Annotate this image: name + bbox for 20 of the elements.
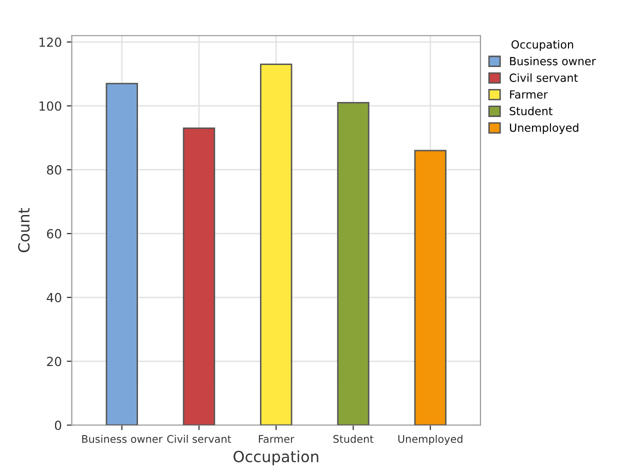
y-tick-label: 120	[40, 37, 62, 47]
legend-label: Student	[510, 106, 552, 116]
x-tick-label: Unemployed	[398, 434, 462, 445]
x-tick-label: Civil servant	[167, 434, 232, 443]
y-tick-label: 80	[46, 165, 62, 175]
x-tick-label: Student	[333, 434, 374, 443]
y-tick-label: 0	[54, 420, 62, 430]
y-tick-label: 100	[40, 101, 62, 111]
x-tick-label: Farmer	[258, 435, 294, 443]
y-tick-label: 40	[46, 292, 62, 302]
legend-label: Farmer	[510, 90, 548, 99]
x-axis-title: Occupation	[234, 450, 318, 466]
legend-title: Occupation	[511, 40, 574, 51]
x-tick-label: Business owner	[82, 434, 163, 443]
legend-label: Unemployed	[510, 123, 578, 134]
y-axis-title: Count	[18, 208, 30, 252]
legend-label: Civil servant	[510, 73, 578, 82]
legend-label: Business owner	[510, 56, 596, 66]
y-tick-label: 60	[47, 229, 62, 238]
y-tick-label: 20	[47, 356, 62, 366]
